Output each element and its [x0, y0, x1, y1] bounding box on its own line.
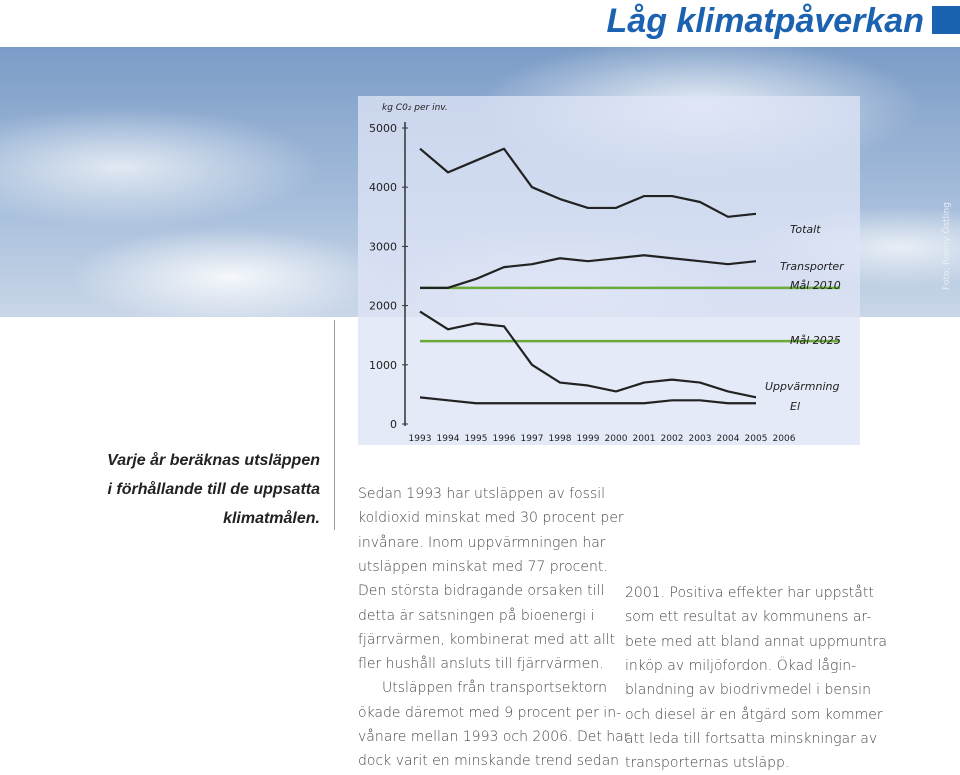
x-tick-label: 1998 [549, 434, 572, 444]
x-tick-label: 2000 [605, 434, 628, 444]
body-line: detta är satsningen på bioenergi i [358, 607, 595, 624]
body-line: som ett resultat av kommunens ar- [625, 609, 872, 626]
series-label: Transporter [780, 260, 845, 273]
x-tick-label: 1997 [521, 434, 544, 444]
series-line [419, 310, 757, 399]
x-tick-label: 2003 [689, 434, 712, 444]
body-line: och diesel är en åtgärd som kommer [625, 706, 883, 723]
caption-line: i förhållande till de uppsatta [107, 481, 320, 498]
y-tick-label: 0 [390, 418, 397, 431]
title-square [932, 6, 960, 34]
x-tick-label: 2004 [717, 434, 740, 444]
body-line: Sedan 1993 har utsläppen av fossil [358, 486, 606, 502]
x-tick-label: 2005 [745, 434, 768, 444]
caption-line: Varje år beräknas utsläppen [107, 452, 320, 469]
body-line: koldioxid minskat med 30 procent per [358, 510, 624, 527]
body-line: att leda till fortsatta minskningar av [625, 730, 878, 747]
page-title: Låg klimatpåverkan [606, 2, 924, 40]
body-line: fjärrvärmen, kombinerat med att allt [358, 631, 616, 648]
series-label: El [790, 400, 800, 413]
series-label: Uppvärmning [765, 380, 840, 393]
y-tick-label: 3000 [369, 240, 397, 253]
y-tick-label: 5000 [369, 122, 397, 135]
x-tick-label: 2001 [633, 434, 656, 444]
caption-line: klimatmålen. [223, 510, 320, 527]
y-tick-label: 1000 [369, 359, 397, 372]
body-line: blandning av biodrivmedel i bensin [625, 682, 871, 699]
y-axis-label: kg C0₂ per inv. [382, 103, 448, 113]
series-line [419, 396, 756, 405]
body-line: 2001. Positiva effekter har uppstått [625, 585, 874, 601]
x-tick-label: 1996 [493, 434, 516, 444]
x-tick-label: 1993 [409, 434, 432, 444]
x-tick-label: 2006 [773, 434, 796, 444]
chart-panel [358, 96, 860, 445]
body-line: ökade däremot med 9 procent per in- [358, 704, 622, 721]
body-line: dock varit en minskande trend sedan [358, 753, 620, 770]
body-line: utsläppen minskat med 77 procent. [358, 558, 608, 575]
x-tick-label: 1999 [577, 434, 600, 444]
body-line: transporternas utsläpp. [625, 755, 790, 772]
body-line: Utsläppen från transportsektorn [382, 680, 607, 697]
body-line: bete med att bland annat uppmuntra [625, 633, 887, 650]
series-label: Totalt [790, 223, 821, 236]
x-tick-label: 1995 [465, 434, 488, 444]
y-tick-label: 4000 [369, 181, 397, 194]
target-label: Mål 2025 [790, 334, 841, 347]
body-line: inköp av miljöfordon. Ökad lågin- [625, 657, 857, 674]
x-tick-label: 1994 [437, 434, 460, 444]
x-tick-label: 2002 [661, 434, 684, 444]
body-line: fler hushåll ansluts till fjärrvärmen. [358, 656, 604, 673]
series-line [419, 147, 757, 218]
target-label: Mål 2010 [790, 279, 841, 292]
body-line: Den största bidragande orsaken till [358, 583, 605, 600]
divider [334, 320, 335, 530]
body-line: vånare mellan 1993 och 2006. Det har [358, 729, 630, 745]
series-line [420, 254, 757, 289]
body-line: invånare. Inom uppvärmningen har [358, 534, 606, 551]
y-tick-label: 2000 [369, 300, 397, 313]
